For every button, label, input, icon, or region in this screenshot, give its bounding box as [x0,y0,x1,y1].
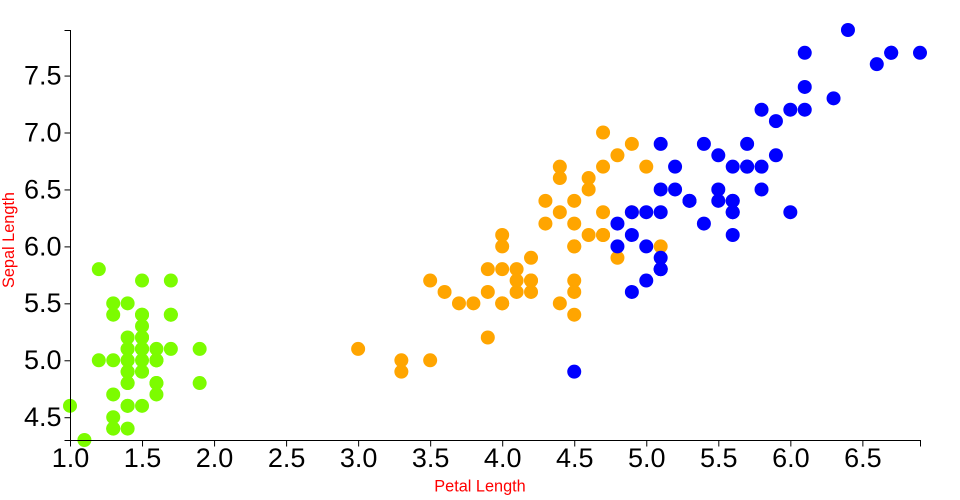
svg-text:5.5: 5.5 [700,443,738,473]
svg-text:3.5: 3.5 [412,443,450,473]
svg-text:2.5: 2.5 [268,443,306,473]
svg-text:6.5: 6.5 [24,174,62,204]
svg-text:5.0: 5.0 [628,443,666,473]
svg-text:7.0: 7.0 [24,117,62,147]
svg-text:4.5: 4.5 [556,443,594,473]
svg-text:4.0: 4.0 [484,443,522,473]
svg-text:6.5: 6.5 [844,443,882,473]
svg-text:4.5: 4.5 [24,402,62,432]
svg-text:Petal Length: Petal Length [434,478,525,496]
svg-text:1.5: 1.5 [124,443,162,473]
svg-text:6.0: 6.0 [772,443,810,473]
svg-text:5.5: 5.5 [24,288,62,318]
svg-text:1.0: 1.0 [52,443,90,473]
svg-text:2.0: 2.0 [196,443,234,473]
svg-text:5.0: 5.0 [24,345,62,375]
svg-text:6.0: 6.0 [24,231,62,261]
svg-text:Sepal Length: Sepal Length [0,192,18,288]
svg-text:3.0: 3.0 [340,443,378,473]
svg-text:7.5: 7.5 [24,60,62,90]
